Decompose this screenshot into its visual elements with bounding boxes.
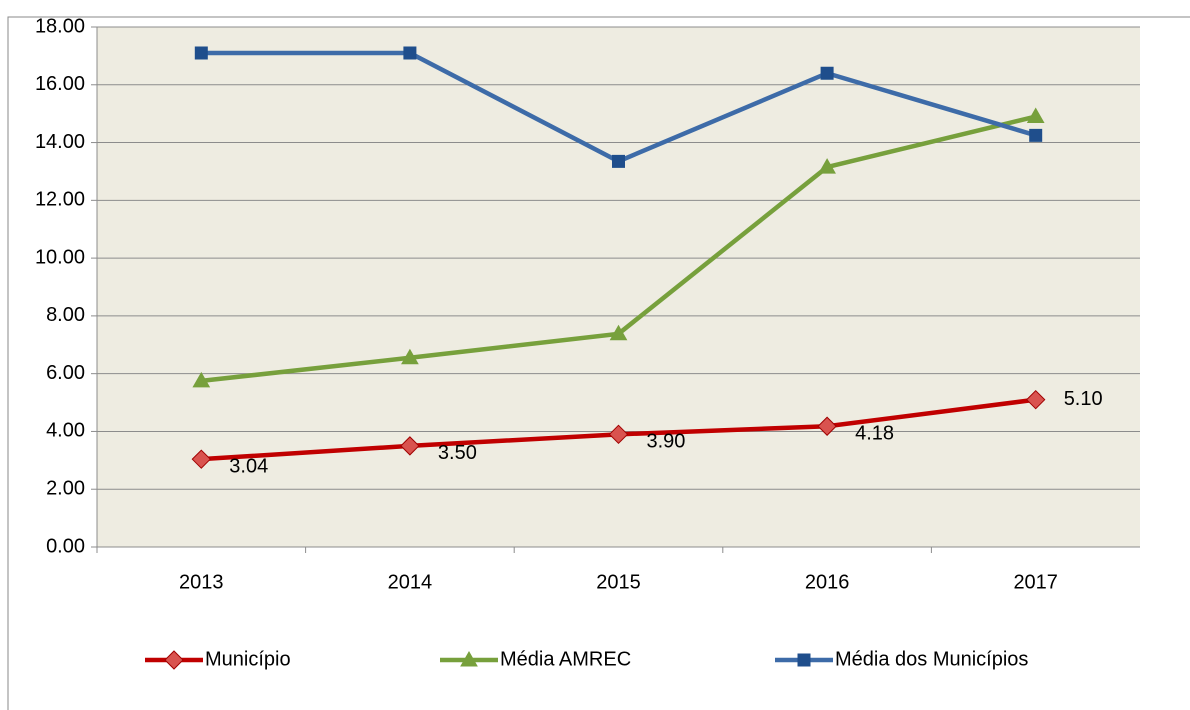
y-tick-label: 4.00 bbox=[46, 420, 85, 442]
y-tick-label: 6.00 bbox=[46, 362, 85, 384]
marker bbox=[612, 154, 625, 168]
legend-label: Município bbox=[205, 648, 291, 670]
x-tick-label: 2017 bbox=[1013, 571, 1058, 593]
marker bbox=[460, 650, 478, 667]
y-tick-label: 14.00 bbox=[35, 131, 85, 153]
marker bbox=[817, 416, 837, 436]
marker bbox=[1026, 107, 1045, 124]
x-tick-label: 2015 bbox=[596, 571, 641, 593]
legend-label: Média AMREC bbox=[500, 648, 631, 670]
y-tick-label: 2.00 bbox=[46, 478, 85, 500]
y-tick-label: 0.00 bbox=[46, 535, 85, 557]
x-tick-label: 2013 bbox=[179, 571, 224, 593]
marker bbox=[820, 66, 834, 80]
x-tick-label: 2016 bbox=[805, 571, 850, 593]
y-tick-label: 10.00 bbox=[35, 246, 85, 268]
data-label: 3.04 bbox=[229, 455, 268, 477]
marker bbox=[608, 424, 629, 445]
x-tick-label: 2014 bbox=[388, 571, 433, 593]
marker bbox=[797, 653, 811, 667]
data-label: 5.10 bbox=[1064, 388, 1103, 410]
chart-frame bbox=[7, 16, 1190, 710]
data-label: 3.90 bbox=[647, 431, 686, 453]
marker bbox=[400, 436, 420, 456]
data-label: 3.50 bbox=[438, 442, 477, 464]
marker bbox=[1029, 128, 1043, 142]
marker bbox=[164, 650, 184, 670]
data-label: 4.18 bbox=[855, 423, 894, 445]
y-tick-label: 12.00 bbox=[35, 189, 85, 211]
marker bbox=[609, 324, 628, 341]
marker bbox=[194, 46, 208, 60]
y-tick-label: 8.00 bbox=[46, 304, 85, 326]
marker bbox=[818, 158, 836, 174]
marker bbox=[192, 371, 211, 388]
marker bbox=[191, 449, 212, 469]
marker bbox=[401, 348, 419, 365]
y-tick-label: 18.00 bbox=[35, 15, 85, 37]
y-tick-label: 16.00 bbox=[35, 73, 85, 95]
marker bbox=[1025, 389, 1046, 410]
marker bbox=[403, 46, 417, 60]
legend-label: Média dos Municípios bbox=[835, 648, 1028, 670]
